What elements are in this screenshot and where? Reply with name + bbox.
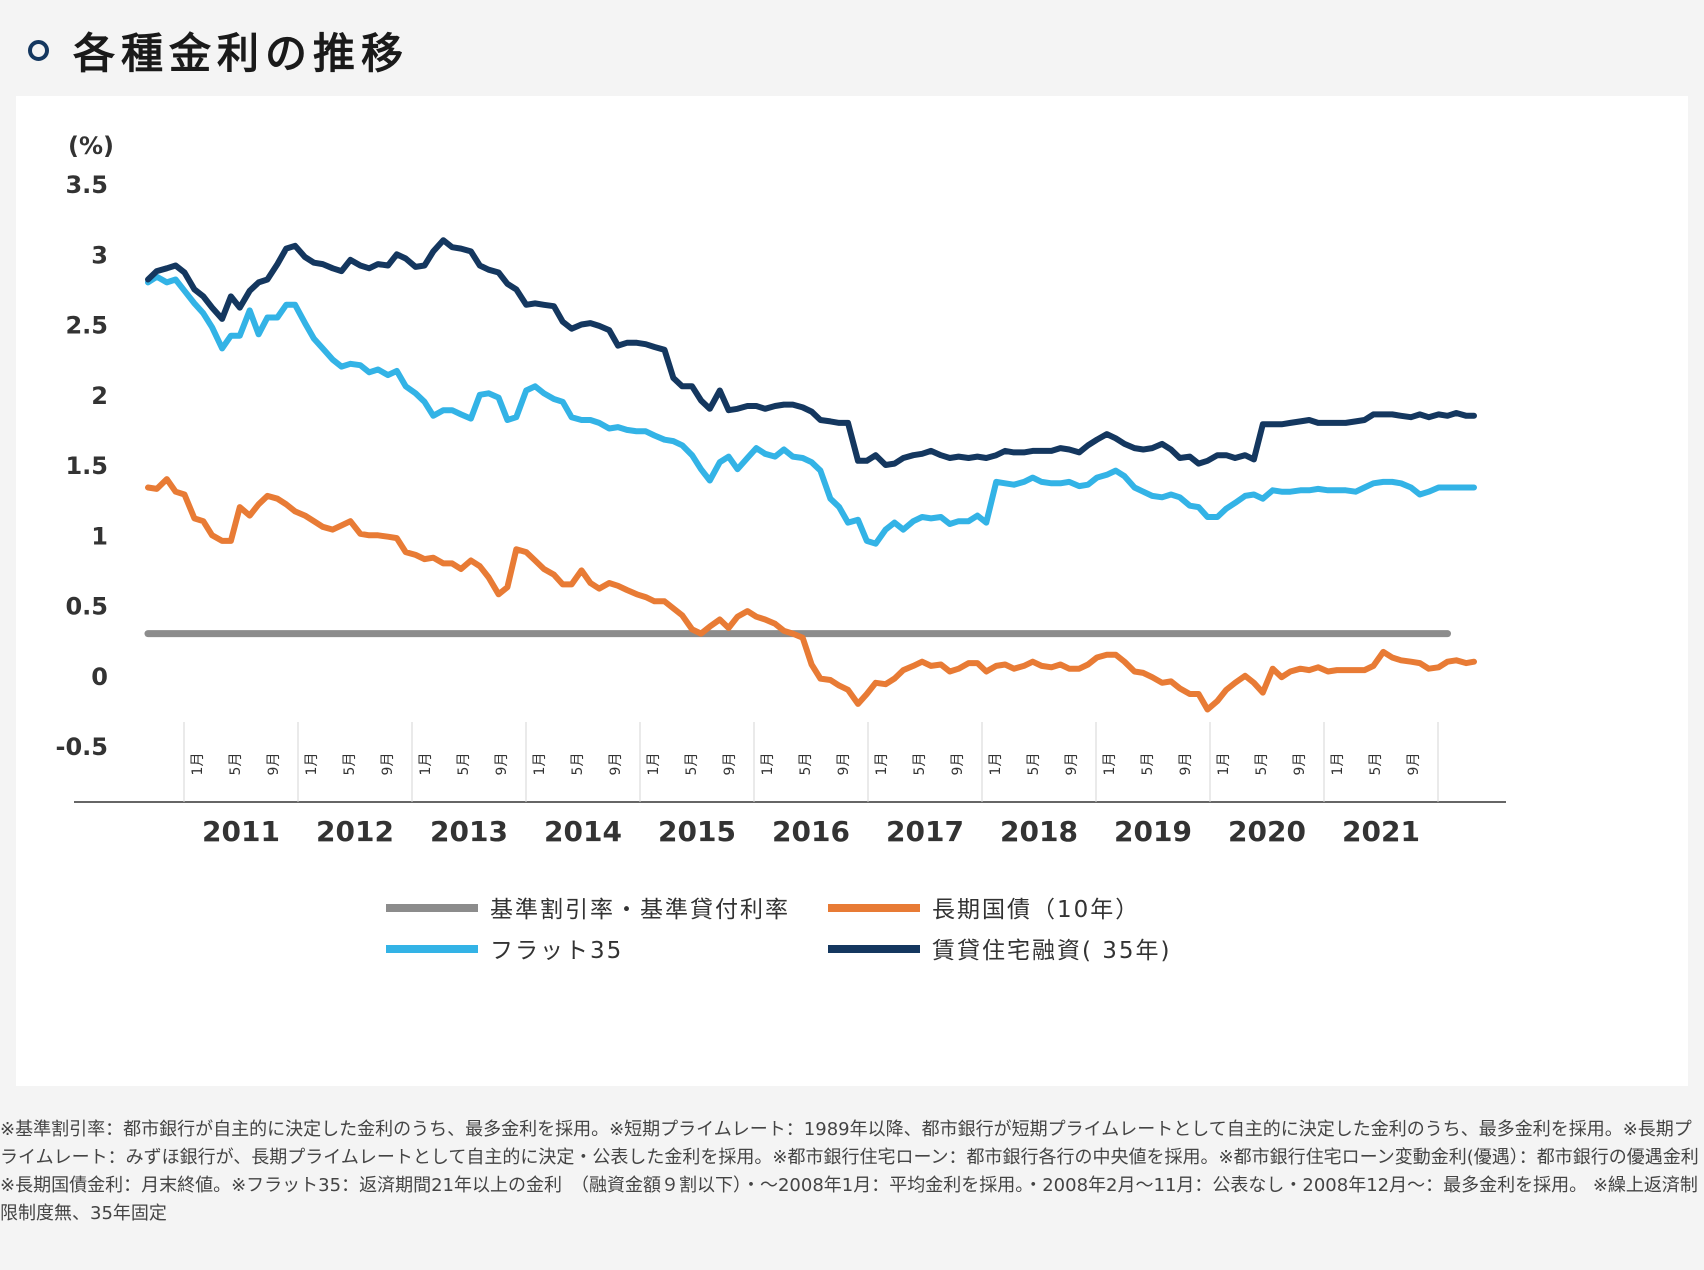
year-tick-label: 2018: [1000, 815, 1078, 848]
month-tick-label: 9月: [266, 753, 282, 776]
month-tick-label: 1月: [304, 753, 320, 776]
y-tick-label: 0.5: [65, 593, 108, 621]
month-tick-label: 1月: [1216, 753, 1232, 776]
month-tick-label: 5月: [342, 753, 358, 776]
y-axis-label: (%): [68, 132, 114, 160]
month-tick-label: 5月: [798, 753, 814, 776]
chart-card: (%) 3.5 3 2.5 2 1.5 1 0.5 0 -0.5 1月 5月 9月 2011 1月 5月 9月 2…: [16, 96, 1688, 1086]
month-tick-label: 9月: [494, 753, 510, 776]
month-tick-label: 5月: [1368, 753, 1384, 776]
year-tick-label: 2019: [1114, 815, 1192, 848]
y-tick-label: -0.5: [56, 733, 108, 761]
y-tick-label: 3.5: [65, 171, 108, 199]
y-tick-label: 1.5: [65, 452, 108, 480]
series-line: [145, 237, 1477, 468]
month-tick-label: 9月: [1064, 753, 1080, 776]
month-tick-label: 5月: [912, 753, 928, 776]
year-tick-label: 2012: [316, 815, 394, 848]
month-tick-label: 1月: [418, 753, 434, 776]
year-tick-label: 2017: [886, 815, 964, 848]
month-tick-label: 5月: [684, 753, 700, 776]
y-tick-label: 1: [91, 522, 108, 550]
year-tick-label: 2015: [658, 815, 736, 848]
month-tick-label: 9月: [722, 753, 738, 776]
legend-label: 賃貸住宅融資( 35年): [932, 938, 1172, 964]
page-title: 各種金利の推移: [73, 28, 410, 78]
y-tick-label: 0: [91, 663, 108, 691]
y-tick-label: 2: [91, 382, 108, 410]
year-tick-label: 2020: [1228, 815, 1306, 848]
series-line: [145, 476, 1477, 713]
year-tick-label: 2014: [544, 815, 622, 848]
year-tick-label: 2013: [430, 815, 508, 848]
header: 各種金利の推移: [28, 22, 409, 78]
month-tick-label: 9月: [950, 753, 966, 776]
month-tick-label: 1月: [1330, 753, 1346, 776]
month-tick-label: 1月: [646, 753, 662, 776]
month-tick-label: 9月: [1178, 753, 1194, 776]
interest-rate-chart: (%) 3.5 3 2.5 2 1.5 1 0.5 0 -0.5 1月 5月 9月 2011 1月 5月 9月 2…: [56, 132, 1506, 964]
legend-label: 基準割引率・基準貸付利率: [490, 897, 790, 923]
month-tick-label: 1月: [988, 753, 1004, 776]
month-tick-label: 5月: [570, 753, 586, 776]
month-tick-label: 1月: [1102, 753, 1118, 776]
month-tick-label: 1月: [532, 753, 548, 776]
year-tick-label: 2016: [772, 815, 850, 848]
year-tick-label: 2011: [202, 815, 280, 848]
title-bullet-icon: [28, 39, 49, 61]
legend-label: 長期国債（10年）: [932, 897, 1140, 923]
month-tick-label: 5月: [1140, 753, 1156, 776]
month-tick-label: 9月: [1292, 753, 1308, 776]
legend-label: フラット35: [490, 938, 623, 964]
month-tick-label: 5月: [1026, 753, 1042, 776]
y-tick-label: 3: [91, 241, 108, 269]
month-tick-label: 9月: [380, 753, 396, 776]
month-tick-label: 9月: [1406, 753, 1422, 776]
month-tick-label: 9月: [836, 753, 852, 776]
y-tick-label: 2.5: [65, 312, 108, 340]
month-tick-label: 1月: [760, 753, 776, 776]
month-tick-label: 1月: [190, 753, 206, 776]
month-tick-label: 5月: [228, 753, 244, 776]
series-line: [145, 273, 1477, 547]
month-tick-label: 5月: [1254, 753, 1270, 776]
month-tick-label: 1月: [874, 753, 890, 776]
month-tick-label: 9月: [608, 753, 624, 776]
year-tick-label: 2021: [1342, 815, 1420, 848]
footnote: ※基準割引率：都市銀行が自主的に決定した金利のうち、最多金利を採用。※短期プライ…: [0, 1119, 1699, 1224]
month-tick-label: 5月: [456, 753, 472, 776]
